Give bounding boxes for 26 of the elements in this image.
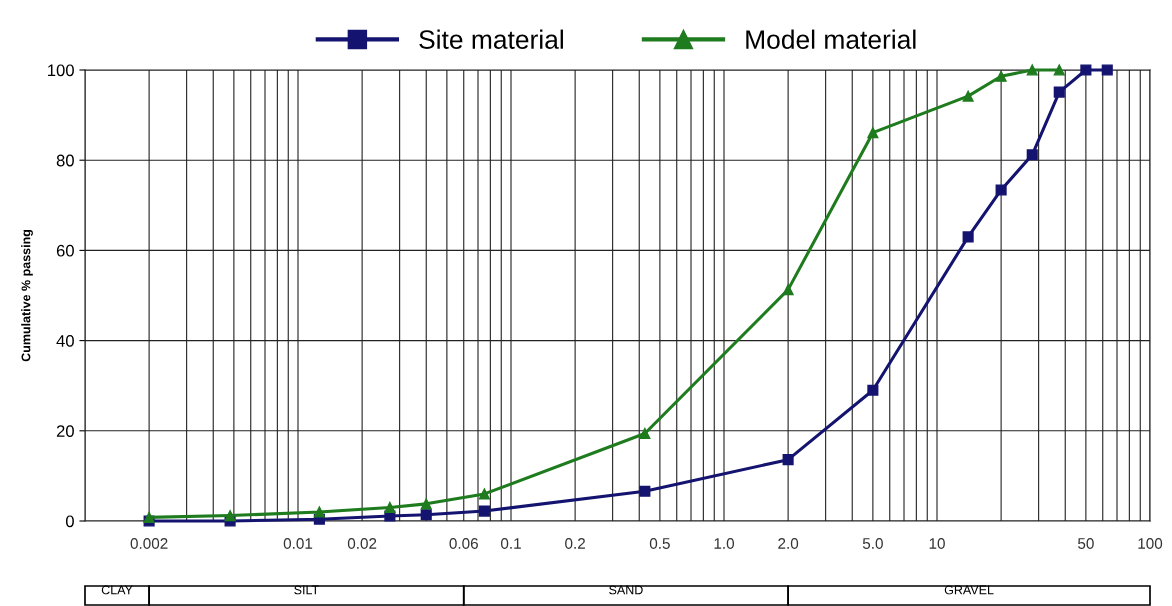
text: GRAVEL [944,585,994,595]
x-tick-label: 0.06 [449,538,478,549]
x-tick-label: 1.0 [714,538,735,549]
y-tick-label: 0 [65,515,74,528]
x-tick-label: 0.01 [283,538,313,549]
legend-label: Site material [419,29,563,49]
x-tick-label: 10 [929,538,945,549]
x-tick-label: 0.02 [347,538,377,549]
legend-label: Model material [746,29,916,49]
x-tick-label: 0.002 [130,538,168,549]
x-tick-label: 2.0 [778,538,799,549]
y-tick-label: 60 [56,244,74,257]
text: SAND [609,585,643,595]
y-tick-label: 20 [56,425,74,437]
x-tick-label: 5.0 [862,538,883,549]
y-tick-label: 80 [56,154,74,167]
x-tick-label: 0.2 [565,538,585,549]
x-tick-label: 0.1 [500,538,521,549]
y-tick-label: 40 [56,335,74,347]
y-axis-title: Cumulative % passing [21,230,33,362]
x-tick-label: 50 [1078,538,1094,549]
text: CLAY [101,585,133,595]
y-tick-label: 100 [48,64,74,77]
text: SILT [294,585,319,595]
x-tick-label: 0.5 [649,538,670,549]
x-tick-label: 100 [1138,538,1163,549]
